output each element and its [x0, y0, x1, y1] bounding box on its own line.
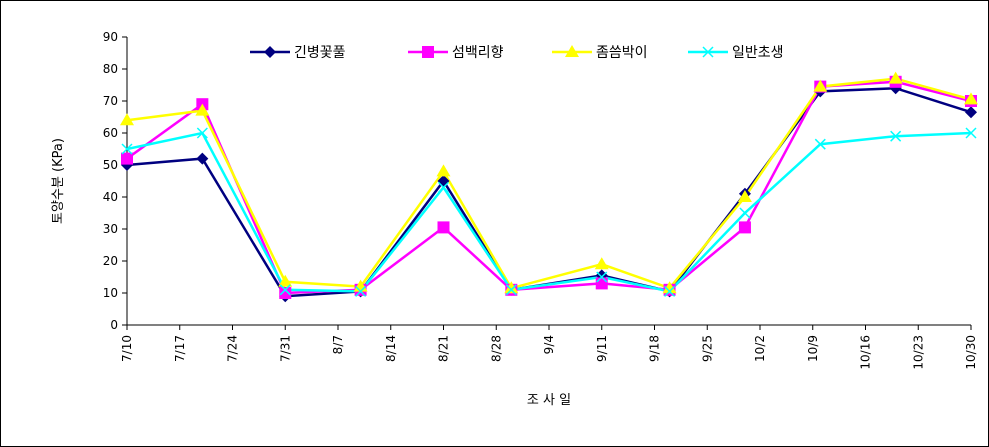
y-tick-label: 0 — [110, 318, 118, 332]
x-tick-label: 10/9 — [806, 335, 820, 362]
x-tick-label: 8/7 — [331, 335, 345, 354]
y-tick-label: 90 — [103, 30, 118, 44]
legend-label: 섬백리향 — [452, 45, 504, 61]
x-tick-label: 8/21 — [437, 335, 451, 362]
marker — [195, 103, 210, 116]
x-tick-label: 8/14 — [384, 335, 398, 362]
x-tick-label: 10/16 — [859, 335, 873, 370]
marker — [964, 92, 978, 105]
x-tick-label: 9/4 — [542, 335, 556, 354]
x-tick-label: 9/25 — [700, 335, 714, 362]
marker — [505, 284, 517, 296]
legend-label: 긴병꽃풀 — [294, 45, 346, 61]
legend-marker — [422, 46, 434, 58]
marker — [278, 274, 293, 287]
marker — [595, 277, 608, 290]
y-tick-label: 10 — [103, 286, 118, 300]
marker — [664, 285, 676, 297]
x-tick-label: 7/10 — [120, 335, 134, 362]
y-axis-label: 토양수분 (KPa) — [51, 138, 66, 224]
x-tick-label: 9/11 — [595, 335, 609, 362]
y-tick-label: 60 — [103, 126, 118, 140]
marker — [436, 164, 451, 177]
legend-label: 좀씀박이 — [596, 45, 648, 61]
series-line — [126, 131, 972, 293]
marker — [596, 271, 608, 283]
marker — [739, 207, 751, 219]
marker — [437, 221, 450, 234]
legend-label: 일반초생 — [732, 45, 784, 61]
marker — [196, 127, 208, 139]
legend-marker — [264, 46, 276, 58]
x-tick-label: 8/28 — [489, 335, 503, 362]
x-tick-label: 9/18 — [648, 335, 662, 362]
marker — [888, 71, 903, 84]
series-line — [126, 77, 972, 290]
x-tick-label: 7/31 — [278, 335, 292, 362]
y-tick-label: 80 — [103, 62, 118, 76]
marker — [121, 152, 133, 165]
marker — [120, 113, 134, 126]
marker — [814, 138, 826, 150]
marker — [279, 287, 292, 299]
y-tick-label: 40 — [103, 190, 118, 204]
y-tick-label: 70 — [103, 94, 118, 108]
marker — [504, 281, 519, 294]
marker — [121, 143, 133, 155]
marker — [965, 106, 977, 119]
x-tick-label: 7/24 — [226, 335, 240, 362]
x-tick-label: 10/23 — [911, 335, 925, 370]
marker — [437, 181, 450, 193]
marker — [594, 257, 609, 270]
marker — [355, 285, 367, 297]
marker — [738, 221, 751, 234]
x-tick-label: 7/17 — [173, 335, 187, 362]
marker — [737, 190, 752, 202]
legend-marker — [565, 45, 579, 57]
marker — [196, 152, 209, 165]
marker — [890, 130, 902, 142]
legend-marker — [702, 46, 714, 58]
marker — [813, 79, 828, 92]
marker — [965, 127, 977, 139]
y-tick-label: 30 — [103, 222, 118, 236]
y-tick-label: 50 — [103, 158, 118, 172]
marker — [662, 281, 677, 294]
x-tick-label: 10/30 — [964, 335, 978, 370]
x-tick-label: 10/2 — [753, 335, 767, 362]
y-tick-label: 20 — [103, 254, 118, 268]
x-axis-label: 조 사 일 — [527, 393, 571, 408]
marker — [279, 284, 291, 296]
